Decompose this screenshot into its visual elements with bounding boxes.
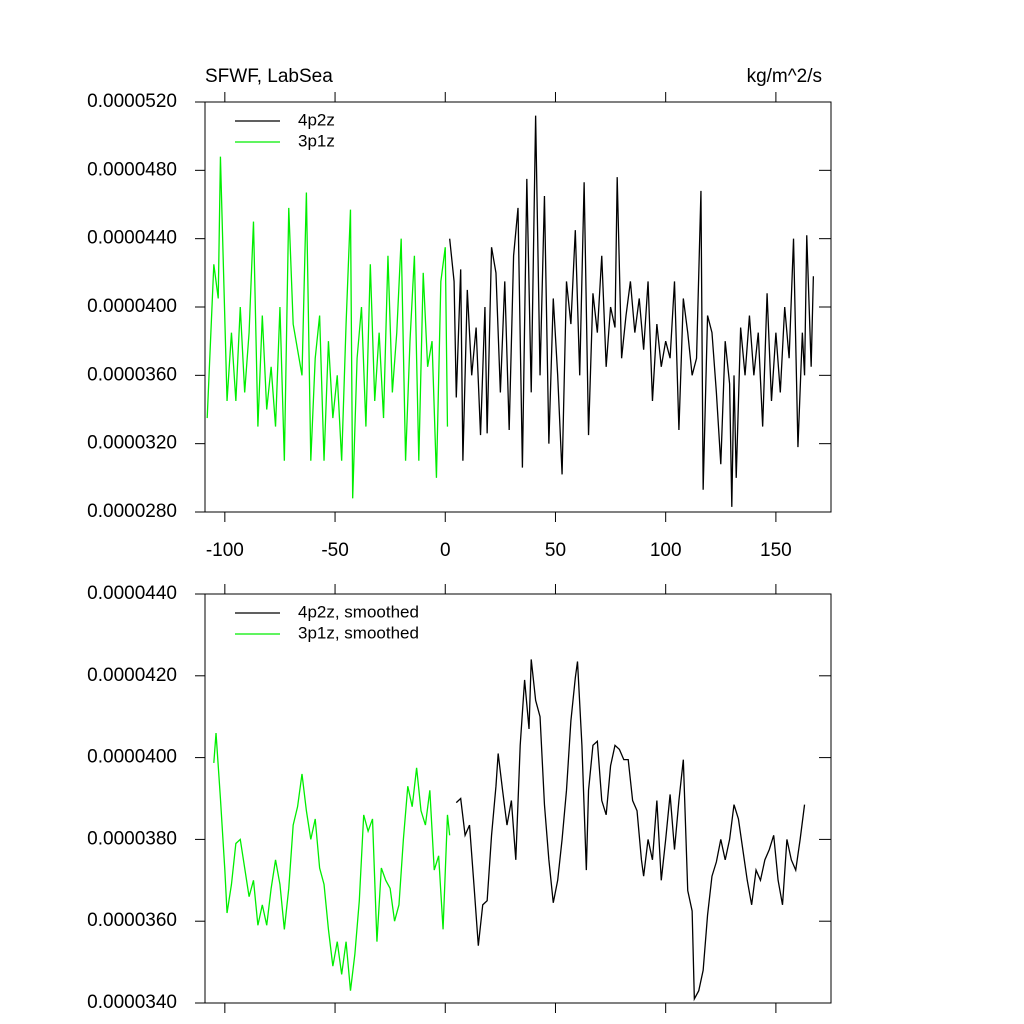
data-line <box>455 659 806 1002</box>
y-tick-label: 0.0000360 <box>87 910 177 931</box>
legend-label: 4p2z <box>298 110 335 129</box>
legend-label: 3p1z <box>298 131 335 150</box>
y-tick-label: 0.0000520 <box>87 91 177 112</box>
legend-label: 3p1z, smoothed <box>298 623 419 642</box>
x-tick-label: 100 <box>650 540 682 561</box>
chart-title: SFWF, LabSea <box>205 66 333 87</box>
y-tick-label: 0.0000440 <box>87 583 177 604</box>
y-tick-label: 0.0000360 <box>87 364 177 385</box>
x-tick-label: -50 <box>321 540 348 561</box>
y-tick-label: 0.0000320 <box>87 433 177 454</box>
y-tick-label: 0.0000280 <box>87 501 177 522</box>
data-line <box>213 733 451 991</box>
y-tick-label: 0.0000480 <box>87 159 177 180</box>
data-line <box>206 156 449 499</box>
y-tick-label: 0.0000400 <box>87 296 177 317</box>
data-line <box>449 115 815 507</box>
x-tick-label: 50 <box>545 540 566 561</box>
y-tick-label: 0.0000400 <box>87 747 177 768</box>
x-tick-label: 0 <box>440 540 451 561</box>
plot-frame <box>204 593 832 1004</box>
legend-label: 4p2z, smoothed <box>298 602 419 621</box>
y-tick-label: 0.0000440 <box>87 228 177 249</box>
x-tick-label: -100 <box>206 540 244 561</box>
x-tick-label: 150 <box>760 540 792 561</box>
y-tick-label: 0.0000420 <box>87 665 177 686</box>
y-tick-label: 0.0000340 <box>87 992 177 1013</box>
units-label: kg/m^2/s <box>747 66 822 87</box>
y-tick-label: 0.0000380 <box>87 828 177 849</box>
